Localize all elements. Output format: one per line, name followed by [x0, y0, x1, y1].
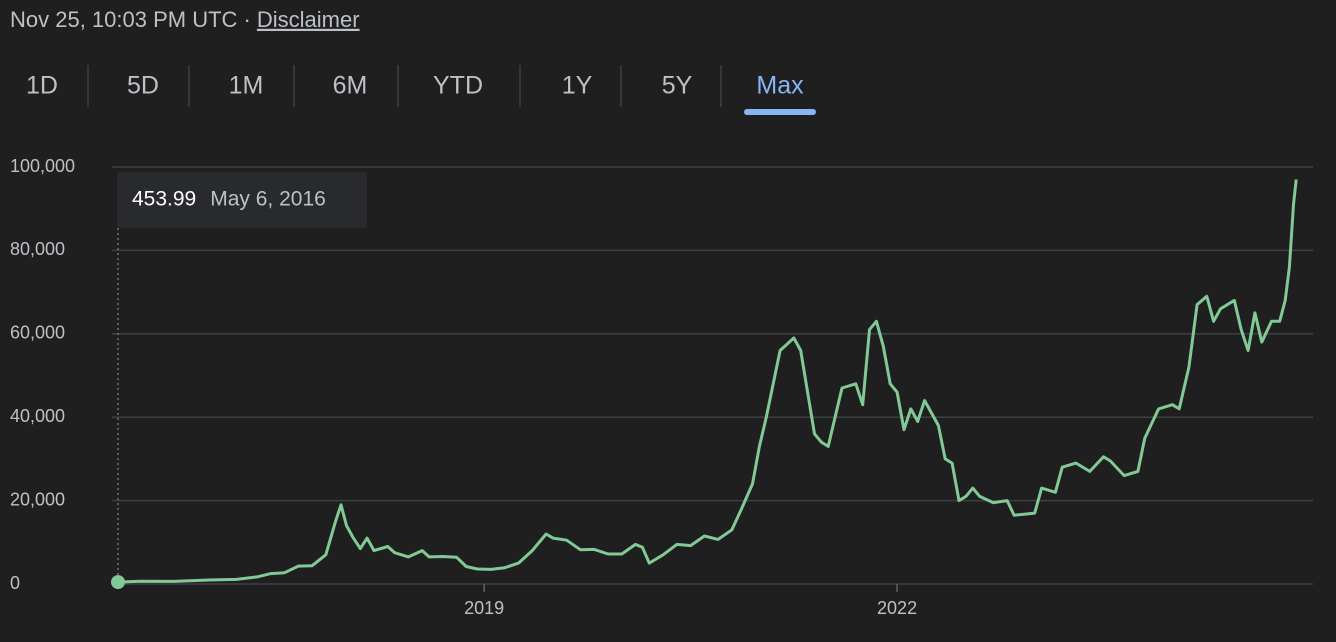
- y-tick-label: 100,000: [10, 156, 75, 176]
- tab[interactable]: Max: [756, 72, 804, 100]
- x-tick-label: 2019: [464, 598, 504, 618]
- y-tick-label: 60,000: [10, 323, 65, 343]
- y-tick-label: 20,000: [10, 489, 65, 509]
- y-tick-label: 40,000: [10, 406, 65, 426]
- tooltip-box: [117, 172, 367, 228]
- price-line: [117, 179, 1298, 584]
- timestamp: Nov 25, 10:03 PM UTC ·: [10, 7, 251, 32]
- tab-separators: [87, 65, 722, 107]
- tooltip-value: 453.99: [132, 188, 196, 211]
- tab[interactable]: 5D: [127, 72, 159, 100]
- tab[interactable]: YTD: [433, 72, 483, 100]
- tab[interactable]: 1D: [26, 72, 58, 100]
- x-tick-label: 2022: [877, 598, 917, 618]
- hover-point: [111, 575, 126, 590]
- tab[interactable]: 6M: [333, 72, 368, 100]
- active-tab-indicator: [744, 109, 816, 115]
- y-tick-label: 0: [10, 573, 20, 593]
- disclaimer-link[interactable]: Disclaimer: [257, 7, 360, 32]
- y-tick-label: 80,000: [10, 239, 65, 259]
- tab[interactable]: 5Y: [662, 72, 693, 100]
- tab[interactable]: 1M: [229, 72, 264, 100]
- tab[interactable]: 1Y: [562, 72, 593, 100]
- tooltip-date: May 6, 2016: [210, 188, 326, 211]
